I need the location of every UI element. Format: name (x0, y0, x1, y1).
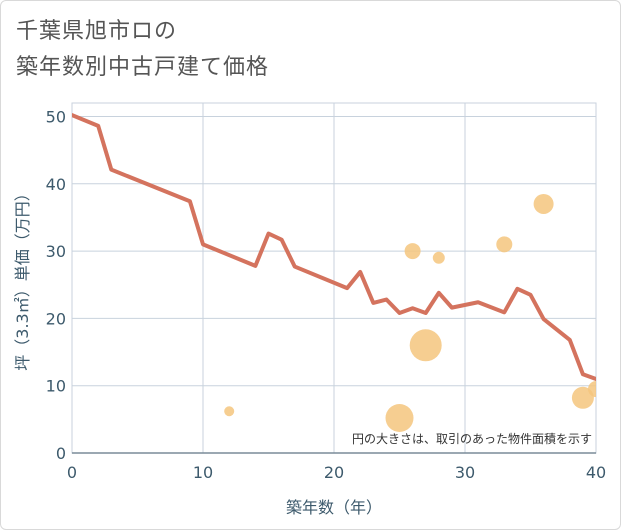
chart-title-line1: 千葉県旭市ロの (16, 19, 178, 44)
bubble-point (533, 193, 554, 214)
bubble-point (409, 329, 442, 362)
line-layer (72, 113, 596, 381)
y-axis-ticks: 0 10 20 30 40 50 (46, 107, 66, 463)
bubble-point (385, 404, 414, 432)
y-tick-label: 10 (46, 377, 66, 396)
bubble-size-note: 円の大きさは、取引のあった物件面積を示す (352, 431, 592, 446)
bubble-point (588, 381, 596, 398)
y-tick-label: 40 (46, 175, 66, 194)
chart-title-line2: 築年数別中古戸建て価格 (16, 55, 270, 80)
x-tick-label: 20 (324, 463, 344, 482)
x-tick-label: 10 (193, 463, 213, 482)
y-tick-label: 50 (46, 107, 66, 126)
bubble-point (404, 243, 421, 260)
x-tick-label: 30 (455, 463, 475, 482)
bubble-point (224, 406, 235, 417)
y-axis-label: 坪（3.3㎡）単価（万円） (13, 185, 32, 370)
chart-title: 千葉県旭市ロの 築年数別中古戸建て価格 (16, 14, 269, 86)
bubble-point (571, 386, 594, 409)
y-tick-label: 20 (46, 309, 66, 328)
y-tick-label: 30 (46, 242, 66, 261)
x-axis-label: 築年数（年） (286, 498, 382, 517)
grid-lines (72, 103, 596, 454)
bubble-point (432, 251, 445, 264)
y-tick-label: 0 (56, 444, 66, 463)
x-tick-label: 40 (586, 463, 606, 482)
price-line (72, 113, 596, 381)
bubble-point (496, 236, 513, 253)
bubble-layer (224, 193, 596, 432)
x-tick-label: 0 (67, 463, 77, 482)
x-axis-ticks: 0 10 20 30 40 (67, 463, 606, 482)
